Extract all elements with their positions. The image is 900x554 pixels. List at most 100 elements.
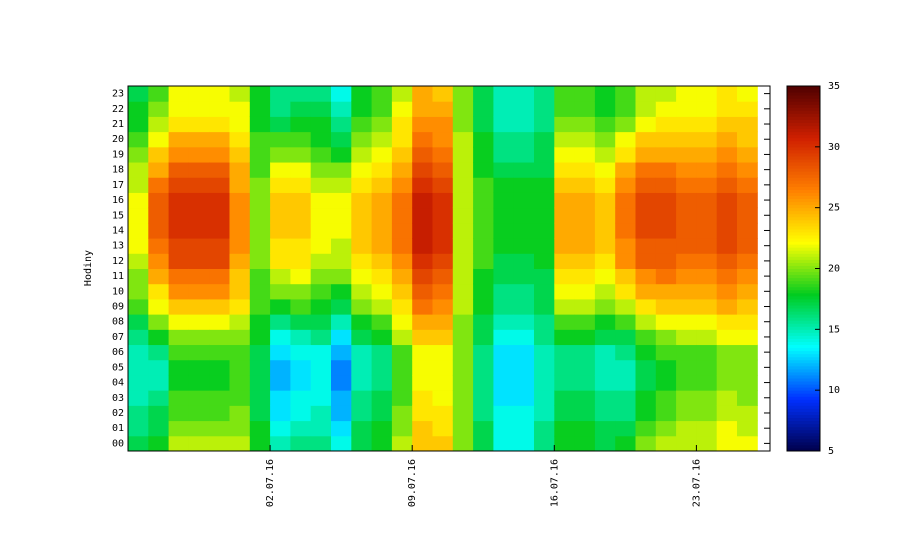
heat-cell bbox=[270, 390, 291, 406]
heat-cell bbox=[452, 146, 474, 163]
heat-cell bbox=[128, 86, 149, 102]
heat-cell bbox=[615, 298, 636, 315]
heat-cell bbox=[310, 420, 332, 437]
heat-cell bbox=[331, 162, 352, 178]
colorbar-segment bbox=[787, 423, 820, 428]
heat-cell bbox=[188, 435, 210, 452]
heat-cell bbox=[412, 268, 433, 285]
colorbar-segment bbox=[787, 277, 820, 282]
heat-cell bbox=[635, 405, 657, 422]
colorbar-segment bbox=[787, 268, 820, 273]
colorbar-segment bbox=[787, 329, 820, 333]
heat-cell bbox=[432, 162, 454, 178]
colorbar-segment bbox=[787, 338, 820, 342]
colorbar-segment bbox=[787, 228, 820, 233]
heat-cell bbox=[432, 177, 454, 193]
heat-cell bbox=[168, 116, 190, 133]
heat-cell bbox=[209, 420, 230, 437]
heat-cell bbox=[168, 146, 190, 163]
heat-cell bbox=[412, 359, 433, 376]
colorbar-segment bbox=[787, 320, 820, 324]
heat-cell bbox=[716, 405, 738, 422]
heat-cell bbox=[716, 238, 738, 254]
heat-cell bbox=[188, 359, 210, 376]
heat-cell bbox=[209, 131, 230, 148]
heat-cell bbox=[148, 238, 170, 254]
heat-cell bbox=[168, 329, 190, 346]
heat-cell bbox=[534, 268, 555, 285]
heat-cell bbox=[229, 405, 251, 422]
heat-cell bbox=[310, 177, 332, 193]
colorbar-segment bbox=[787, 393, 820, 397]
heat-cell bbox=[209, 268, 230, 285]
colorbar-segment bbox=[787, 444, 820, 449]
heat-cell bbox=[513, 192, 535, 209]
heat-cell bbox=[716, 146, 738, 163]
heat-cell bbox=[716, 435, 738, 452]
colorbar-segment bbox=[787, 198, 820, 203]
heat-cell bbox=[676, 162, 697, 178]
heat-cell bbox=[452, 268, 474, 285]
heat-cell bbox=[290, 86, 312, 102]
heat-cell bbox=[128, 298, 149, 315]
heat-cell bbox=[331, 177, 352, 193]
heat-cell bbox=[655, 253, 677, 269]
heat-cell bbox=[412, 374, 433, 391]
heat-cell bbox=[188, 253, 210, 269]
y-tick-label: 12 bbox=[112, 256, 124, 267]
heat-cell bbox=[473, 405, 494, 422]
heat-cell bbox=[229, 101, 251, 117]
heat-cell bbox=[310, 359, 332, 376]
heat-cell bbox=[148, 253, 170, 269]
y-tick-label: 19 bbox=[112, 149, 124, 160]
colorbar-segment bbox=[787, 292, 820, 297]
heat-cell bbox=[351, 359, 373, 376]
heat-cell bbox=[412, 344, 433, 361]
heat-cell bbox=[615, 344, 636, 361]
heat-cell bbox=[594, 283, 616, 300]
colorbar-segment bbox=[787, 143, 820, 148]
heat-cell bbox=[574, 329, 596, 346]
colorbar-segment bbox=[787, 368, 820, 373]
colorbar-segment bbox=[787, 152, 820, 157]
heat-cell bbox=[615, 420, 636, 437]
colorbar-segment bbox=[787, 441, 820, 446]
y-tick-label: 17 bbox=[112, 180, 124, 191]
heat-cell bbox=[473, 162, 494, 178]
heat-cell bbox=[594, 192, 616, 209]
heat-cell bbox=[737, 420, 758, 437]
heat-cell bbox=[128, 207, 149, 224]
heat-cell bbox=[635, 420, 657, 437]
heat-cell bbox=[229, 390, 251, 406]
heat-cell bbox=[655, 314, 677, 330]
heat-cell bbox=[635, 146, 657, 163]
heat-cell bbox=[229, 116, 251, 133]
heat-cell bbox=[148, 420, 170, 437]
heat-cell bbox=[737, 344, 758, 361]
heat-cell bbox=[473, 344, 494, 361]
heat-cell bbox=[513, 329, 535, 346]
heat-cell bbox=[249, 298, 271, 315]
y-tick-label: 22 bbox=[112, 104, 124, 115]
heat-cell bbox=[148, 146, 170, 163]
heat-cell bbox=[310, 298, 332, 315]
heat-cell bbox=[716, 116, 738, 133]
heat-cell bbox=[594, 238, 616, 254]
heat-cell bbox=[676, 131, 697, 148]
heat-cell bbox=[594, 298, 616, 315]
heat-cell bbox=[371, 116, 393, 133]
heat-cell bbox=[331, 329, 352, 346]
heat-cell bbox=[412, 283, 433, 300]
heat-cell bbox=[513, 435, 535, 452]
heat-cell bbox=[594, 131, 616, 148]
heat-cell bbox=[351, 390, 373, 406]
heat-cell bbox=[594, 146, 616, 163]
heat-cell bbox=[391, 359, 413, 376]
colorbar-segment bbox=[787, 408, 820, 412]
heat-cell bbox=[635, 314, 657, 330]
heat-cell bbox=[310, 131, 332, 148]
heat-cell bbox=[635, 86, 657, 102]
heat-cell bbox=[655, 86, 677, 102]
heat-cell bbox=[676, 238, 697, 254]
heat-cell bbox=[594, 222, 616, 239]
